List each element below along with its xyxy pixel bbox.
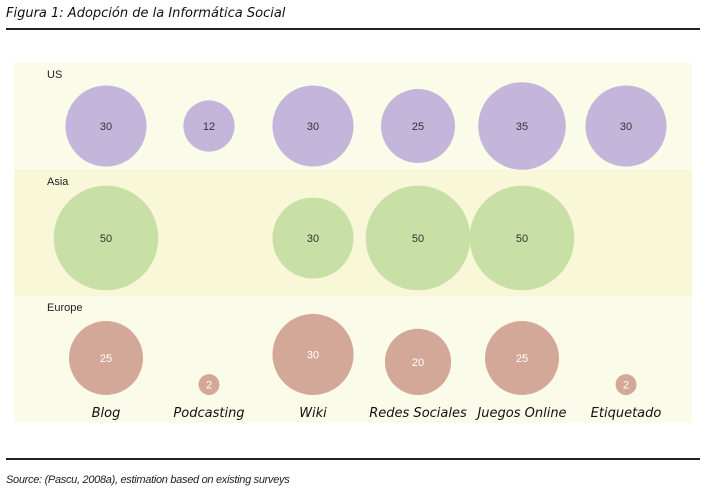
bubble-europe-3 (384, 328, 452, 395)
bubble-value: 20 (412, 357, 424, 369)
bubble-asia-2 (272, 197, 354, 279)
title-rule (6, 28, 700, 30)
bubble-us-2 (272, 85, 354, 167)
bubble-value: 30 (620, 121, 632, 133)
bubble-value: 30 (307, 349, 319, 361)
category-label: Blog (92, 406, 121, 421)
bubble-europe-4 (485, 321, 559, 395)
bubble-europe-1 (198, 374, 220, 395)
category-label: Podcasting (173, 406, 244, 421)
bubble-value: 30 (307, 233, 319, 245)
category-label: Wiki (299, 406, 327, 421)
category-label: Juegos Online (474, 406, 566, 421)
bubble-value: 50 (412, 233, 424, 245)
bubble-us-5 (585, 85, 667, 167)
bubble-asia-4 (469, 185, 575, 291)
bubble-value: 25 (412, 121, 424, 133)
bubble-value: 30 (100, 121, 112, 133)
bubble-value: 30 (307, 121, 319, 133)
bubble-value: 25 (516, 353, 528, 365)
bubble-value: 2 (206, 380, 212, 392)
bubble-us-1 (183, 100, 235, 152)
bubble-us-3 (381, 89, 455, 163)
bubble-asia-0 (53, 185, 159, 291)
bubble-value: 50 (100, 233, 112, 245)
bubble-value: 25 (100, 353, 112, 365)
figure-title: Figura 1: Adopción de la Informática Soc… (6, 6, 286, 21)
bubble-us-0 (65, 85, 147, 167)
category-label: Etiquetado (591, 406, 662, 421)
row-label: US (47, 69, 62, 81)
bubble-value: 35 (516, 121, 528, 133)
source-note: Source: (Pascu, 2008a), estimation based… (6, 474, 290, 486)
bubble-value: 2 (623, 380, 629, 392)
bubble-europe-0 (69, 321, 143, 395)
bubble-us-4 (478, 82, 566, 170)
bubble-value: 50 (516, 233, 528, 245)
bubble-value: 12 (203, 121, 215, 133)
bubble-asia-3 (365, 185, 471, 291)
bubble-europe-5 (615, 374, 637, 395)
row-label: Asia (47, 176, 69, 188)
category-label: Redes Sociales (369, 406, 467, 421)
row-label: Europe (47, 302, 82, 314)
bubble-europe-2 (272, 313, 354, 395)
source-rule (6, 458, 700, 460)
